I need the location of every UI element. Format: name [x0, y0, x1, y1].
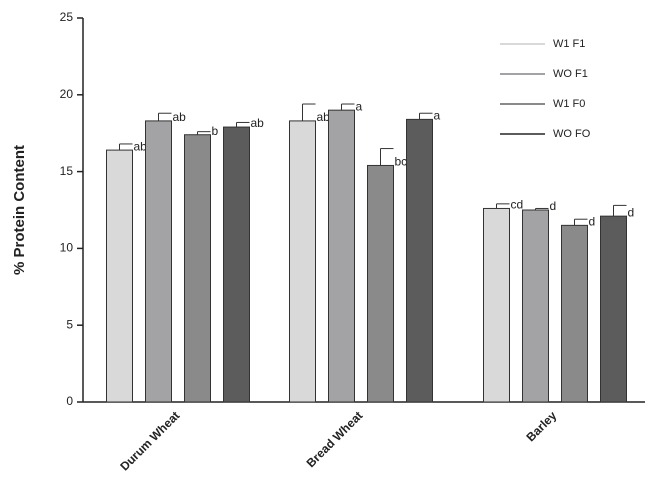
bar — [289, 120, 316, 403]
significance-label: d — [628, 205, 635, 219]
bar — [561, 224, 588, 403]
significance-label: b — [212, 124, 219, 138]
significance-label: a — [356, 99, 363, 113]
y-tick-label: 10 — [60, 241, 74, 255]
y-tick-label: 0 — [66, 394, 73, 408]
significance-label: d — [550, 199, 557, 213]
x-tick-label: Bread Wheat — [304, 408, 366, 470]
y-tick-label: 20 — [60, 87, 74, 101]
bar — [406, 118, 433, 403]
x-tick-label: Barley — [524, 408, 560, 444]
bar — [483, 207, 510, 403]
y-axis-label: % Protein Content — [11, 145, 28, 275]
significance-label: ab — [173, 110, 187, 124]
significance-label: a — [434, 109, 441, 123]
significance-label: bc — [395, 155, 408, 169]
y-tick-label: 15 — [60, 164, 74, 178]
significance-label: cd — [511, 198, 524, 212]
legend-label: W1 F1 — [553, 38, 585, 50]
y-tick-label: 25 — [60, 10, 74, 24]
legend-label: W1 F0 — [553, 98, 585, 110]
bar — [106, 149, 133, 403]
bar — [223, 126, 250, 403]
significance-label: ab — [134, 139, 148, 153]
significance-label: d — [589, 215, 596, 229]
x-tick-label: Durum Wheat — [117, 408, 182, 473]
bar — [145, 120, 172, 403]
legend-label: WO FO — [553, 128, 591, 140]
bar — [600, 215, 627, 403]
bar — [367, 164, 394, 403]
legend-label: WO F1 — [553, 68, 588, 80]
bar — [328, 109, 355, 403]
bar — [522, 209, 549, 403]
y-tick-label: 5 — [66, 317, 73, 331]
bar — [184, 134, 211, 403]
significance-label: ab — [317, 110, 331, 124]
significance-label: ab — [251, 116, 265, 130]
